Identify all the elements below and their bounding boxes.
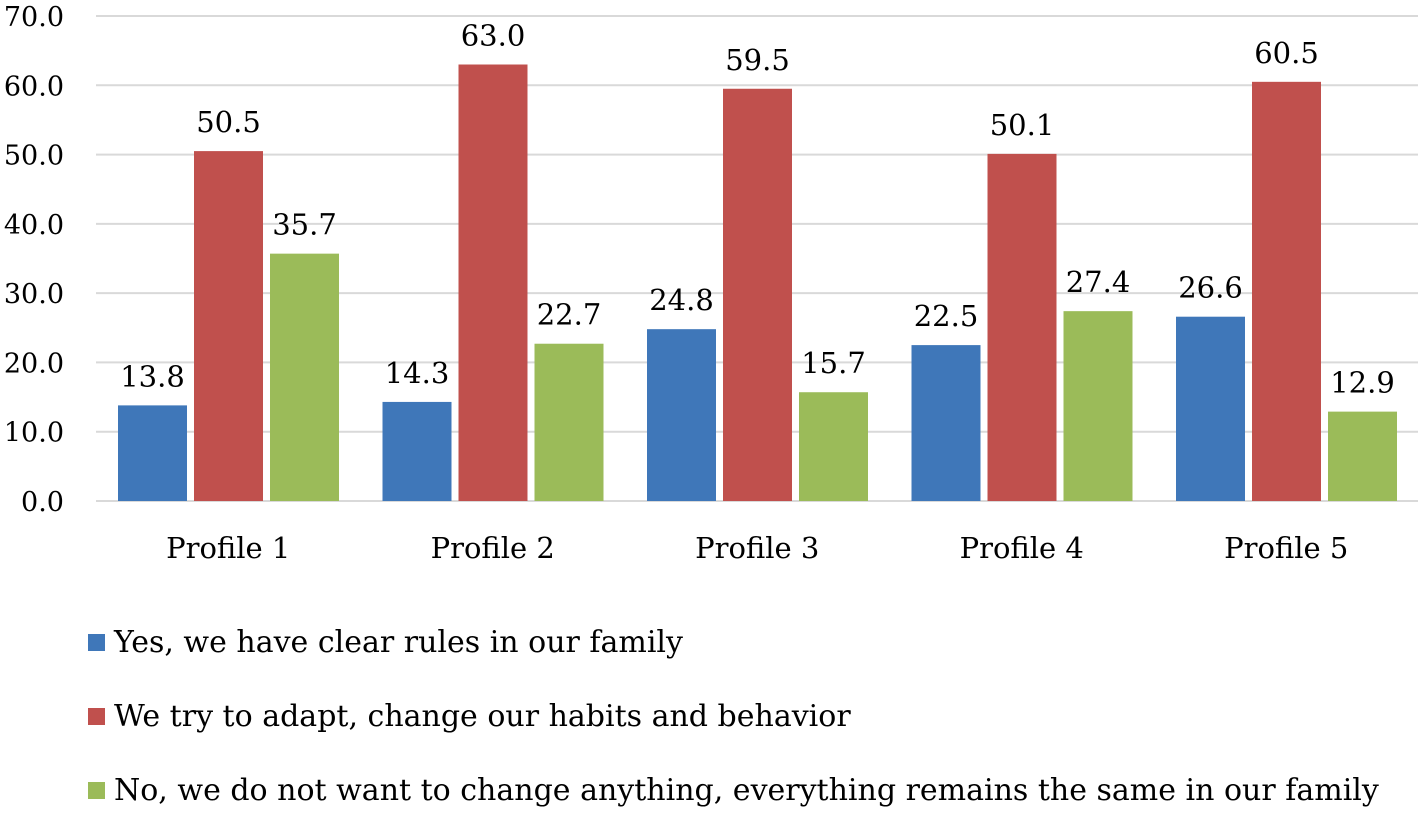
bar — [270, 253, 339, 501]
data-label: 24.8 — [649, 283, 714, 317]
data-labels: 13.8 50.5 35.7 14.3 63.0 22.7 24.8 59.5 15.7 22.5… — [120, 19, 1395, 400]
y-tick-label: 50.0 — [4, 141, 64, 172]
data-label: 60.5 — [1254, 36, 1319, 70]
bar — [911, 345, 981, 501]
y-tick-label: 10.0 — [4, 418, 64, 449]
bar — [723, 88, 792, 501]
legend-label-yes: Yes, we have clear rules in our family — [114, 624, 683, 660]
bar — [1063, 311, 1133, 501]
legend-item-adapt: We try to adapt, change our habits and b… — [88, 692, 851, 740]
data-label: 15.7 — [801, 346, 866, 380]
x-tick-label: Profile 1 — [166, 531, 290, 565]
bar — [1252, 81, 1321, 502]
data-label: 59.5 — [725, 43, 790, 77]
bar-chart: 0.0 10.0 20.0 30.0 40.0 50.0 60.0 70.0 13.8 50.5… — [4, 2, 1418, 565]
x-tick-label: Profile 4 — [960, 531, 1084, 565]
y-tick-label: 60.0 — [4, 71, 64, 102]
legend-item-no: No, we do not want to change anything, e… — [88, 766, 1379, 814]
bar — [1328, 411, 1397, 501]
data-label: 50.1 — [990, 108, 1055, 142]
x-axis-tick-labels: Profile 1 Profile 2 Profile 3 Profile 4 Prof… — [166, 531, 1348, 565]
data-label: 27.4 — [1066, 265, 1131, 299]
bar — [987, 153, 1057, 501]
x-tick-label: Profile 3 — [695, 531, 819, 565]
bar — [382, 401, 452, 501]
data-label: 50.5 — [196, 105, 261, 139]
x-tick-label: Profile 5 — [1224, 531, 1348, 565]
data-label: 63.0 — [461, 19, 526, 53]
bar — [118, 405, 187, 501]
y-tick-label: 30.0 — [4, 279, 64, 310]
legend-item-yes: Yes, we have clear rules in our family — [88, 618, 683, 666]
legend-swatch-adapt — [88, 707, 105, 725]
bar — [1176, 316, 1245, 501]
data-label: 14.3 — [385, 356, 450, 390]
legend-label-no: No, we do not want to change anything, e… — [114, 772, 1379, 808]
legend-swatch-yes — [88, 633, 105, 651]
y-tick-label: 40.0 — [4, 210, 64, 241]
data-label: 22.5 — [914, 299, 979, 333]
y-axis-tick-labels: 0.0 10.0 20.0 30.0 40.0 50.0 60.0 70.0 — [4, 2, 64, 518]
bar — [194, 151, 263, 501]
y-tick-label: 0.0 — [21, 487, 64, 518]
data-label: 22.7 — [537, 298, 602, 332]
data-label: 26.6 — [1178, 271, 1243, 305]
legend-label-adapt: We try to adapt, change our habits and b… — [114, 698, 851, 734]
data-label: 35.7 — [272, 208, 337, 242]
y-tick-label: 70.0 — [4, 2, 64, 33]
bar — [458, 64, 528, 501]
y-tick-label: 20.0 — [4, 348, 64, 379]
bar — [647, 329, 716, 501]
bar — [534, 343, 604, 501]
x-tick-label: Profile 2 — [431, 531, 555, 565]
data-label: 13.8 — [120, 359, 185, 393]
bars — [118, 64, 1397, 502]
data-label: 12.9 — [1330, 366, 1395, 400]
bar — [799, 392, 868, 501]
legend-swatch-no — [88, 781, 105, 799]
